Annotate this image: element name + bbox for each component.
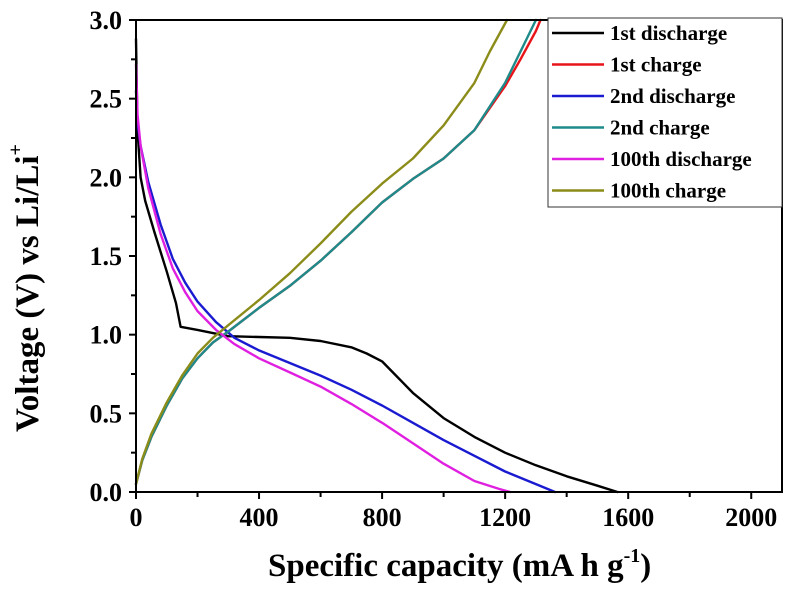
x-tick-label: 1200: [479, 503, 531, 532]
y-tick-label: 3.0: [90, 6, 123, 35]
y-axis-title-superscript: +: [5, 144, 27, 155]
legend-label-100th-charge: 100th charge: [610, 179, 726, 203]
series-line-100th-charge: [134, 18, 509, 486]
x-axis-title-main: Specific capacity (mA h g: [268, 548, 624, 584]
x-tick-label: 800: [363, 503, 402, 532]
x-axis-title-suffix: ): [640, 548, 651, 584]
series-line-1st-discharge: [134, 37, 619, 494]
series-line-2nd-charge: [134, 18, 538, 486]
x-axis-title: Specific capacity (mA h g-1): [268, 545, 651, 584]
y-tick-label: 2.0: [90, 163, 123, 192]
legend-label-2nd-charge: 2nd charge: [610, 116, 710, 140]
y-tick-label: 0.0: [90, 478, 123, 507]
series-layer: [134, 18, 619, 494]
y-tick-label: 2.5: [90, 85, 123, 114]
y-axis-title-main: Voltage (V) vs Li/Li: [10, 155, 46, 432]
legend-label-2nd-discharge: 2nd discharge: [610, 84, 735, 108]
legend-box: [547, 17, 783, 208]
y-tick-label: 1.0: [90, 321, 123, 350]
y-axis-title: Voltage (V) vs Li/Li+: [5, 144, 46, 432]
y-tick-label: 1.5: [90, 242, 123, 271]
x-tick-label: 0: [130, 503, 143, 532]
y-tick-label: 0.5: [90, 399, 123, 428]
legend-label-1st-discharge: 1st discharge: [610, 21, 727, 45]
legend-label-100th-discharge: 100th discharge: [610, 147, 752, 171]
series-line-2nd-discharge: [134, 89, 557, 494]
x-axis-title-superscript: -1: [624, 545, 641, 567]
ticks-layer: 0 400 800 1200 1600 2000 0.0 0.5 1.0 1.5 2.0 2.5 3.0: [90, 6, 778, 532]
x-tick-label: 2000: [725, 503, 777, 532]
x-tick-label: 1600: [602, 503, 654, 532]
x-tick-label: 400: [240, 503, 279, 532]
legend-label-1st-charge: 1st charge: [610, 53, 702, 77]
series-line-1st-charge: [134, 18, 542, 486]
legend: 1st discharge 1st charge 2nd discharge 2nd …: [547, 17, 783, 208]
series-line-100th-discharge: [134, 62, 512, 494]
